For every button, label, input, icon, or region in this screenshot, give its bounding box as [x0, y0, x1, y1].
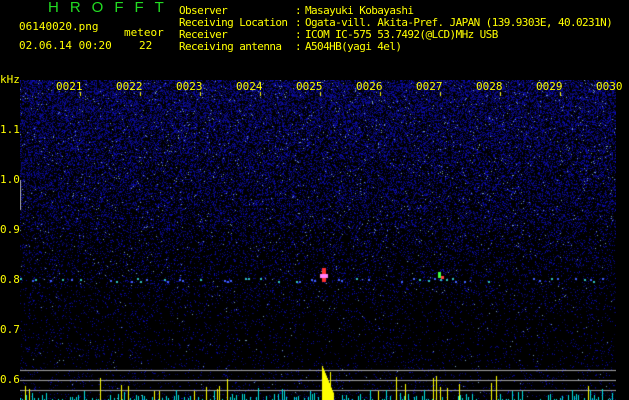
- y-tick-label: 1.1: [0, 123, 20, 136]
- info-label: Receiving Location: [179, 16, 288, 29]
- separator: :: [295, 28, 302, 41]
- y-tick-label: 0.9: [0, 223, 20, 236]
- x-tick-label: 0029: [536, 80, 563, 93]
- meteor-label: meteor: [124, 26, 164, 39]
- filename: 06140020.png: [19, 20, 99, 33]
- info-label: Receiving antenna: [179, 40, 282, 53]
- info-label: Receiver: [179, 28, 228, 41]
- x-tick-label: 0024: [236, 80, 263, 93]
- y-tick-label: 0.7: [0, 323, 20, 336]
- info-value: Masayuki Kobayashi: [305, 4, 414, 17]
- separator: :: [295, 4, 302, 17]
- x-tick-label: 0026: [356, 80, 383, 93]
- y-tick-label: 0.8: [0, 273, 20, 286]
- x-tick-label: 0028: [476, 80, 503, 93]
- y-axis-unit: kHz: [0, 73, 20, 86]
- x-tick-label: 0021: [56, 80, 83, 93]
- app-title: HROFFT: [48, 0, 175, 16]
- y-tick-label: 0.6: [0, 373, 20, 386]
- info-value: Ogata-vill. Akita-Pref. JAPAN (139.9303E…: [305, 16, 613, 29]
- separator: :: [295, 16, 302, 29]
- y-tick-label: 1.0: [0, 173, 20, 186]
- info-value: ICOM IC-575 53.7492(@LCD)MHz USB: [305, 28, 498, 41]
- info-label: Observer: [179, 4, 228, 17]
- meteor-count: 22: [139, 39, 153, 52]
- x-tick-label: 0025: [296, 80, 323, 93]
- x-tick-label: 0022: [116, 80, 143, 93]
- separator: :: [295, 40, 302, 53]
- info-value: A504HB(yagi 4el): [305, 40, 402, 53]
- x-tick-label: 0023: [176, 80, 203, 93]
- x-tick-label: 0030: [596, 80, 623, 93]
- datetime: 02.06.14 00:20: [19, 39, 112, 52]
- x-tick-label: 0027: [416, 80, 443, 93]
- spectrogram: [20, 80, 616, 400]
